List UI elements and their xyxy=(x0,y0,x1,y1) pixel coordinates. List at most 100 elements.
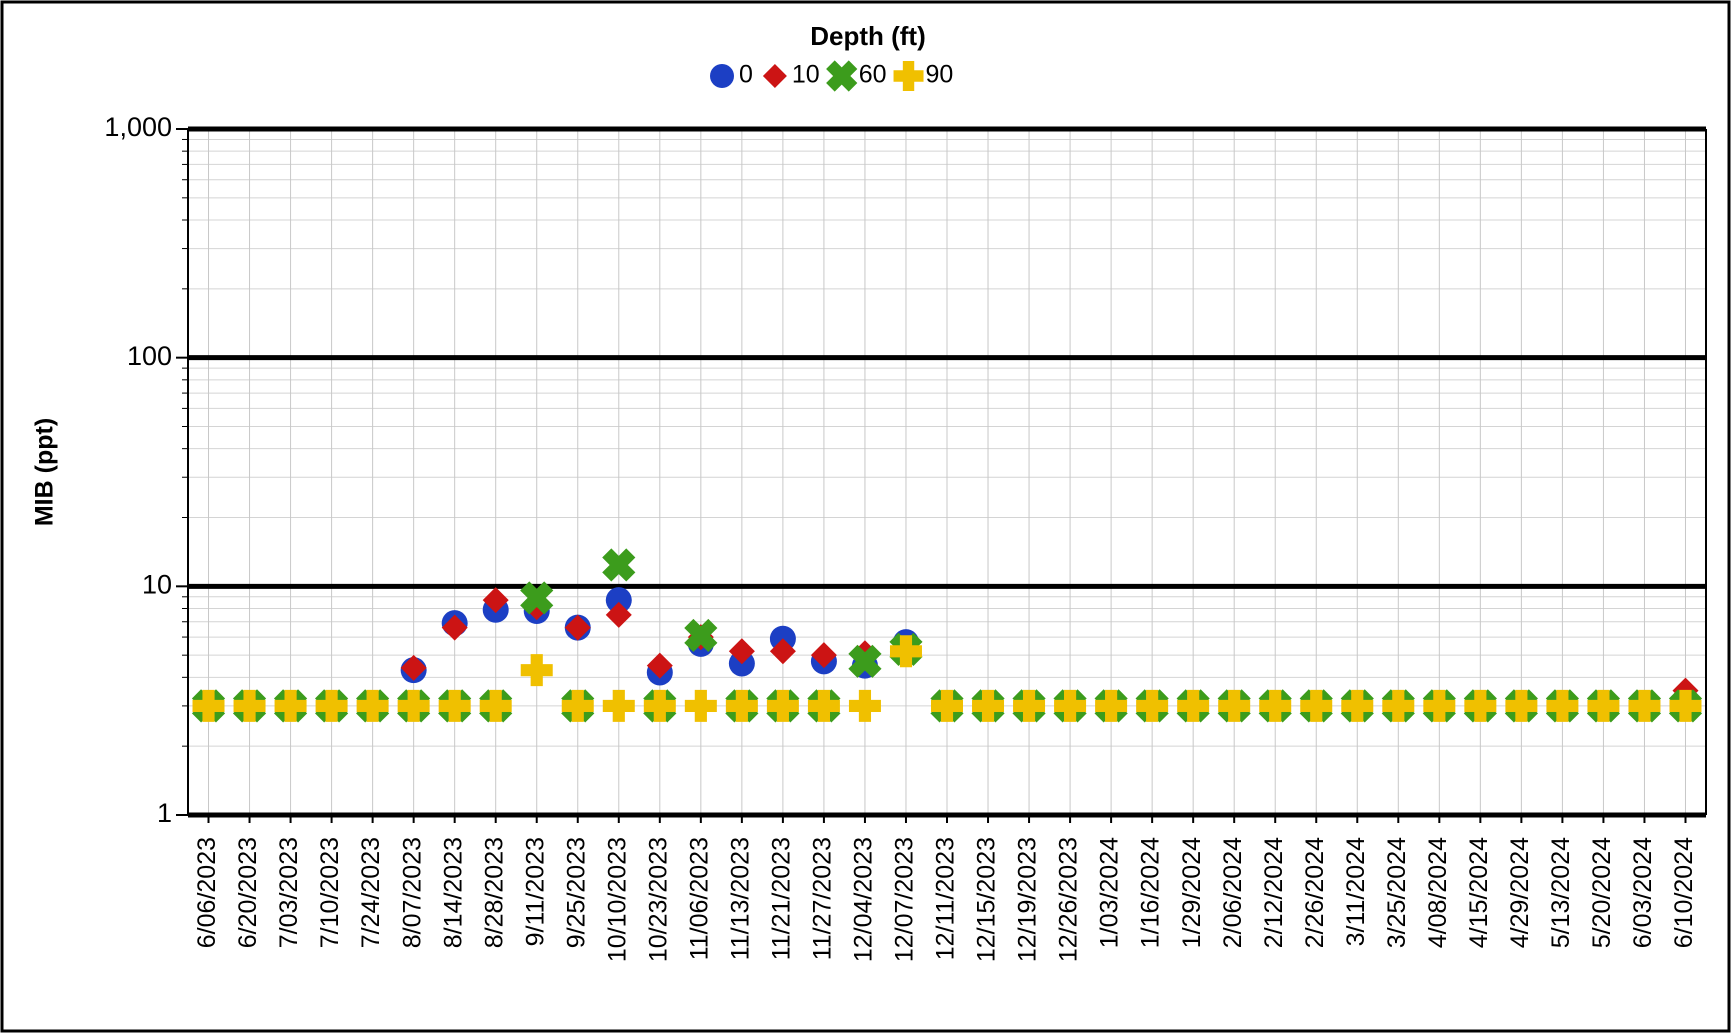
x-tick-label: 8/28/2023 xyxy=(480,837,508,948)
x-tick-label: 12/04/2023 xyxy=(850,837,878,962)
legend-title: Depth (ft) xyxy=(810,21,926,51)
x-tick-label: 8/07/2023 xyxy=(398,837,426,948)
x-tick-label: 7/24/2023 xyxy=(357,837,385,948)
marker-diamond xyxy=(605,601,632,628)
x-tick-label: 1/29/2024 xyxy=(1178,837,1206,948)
marker-plus xyxy=(315,689,348,722)
marker-plus xyxy=(397,689,430,722)
marker-plus xyxy=(1464,689,1497,722)
x-tick-label: 9/11/2023 xyxy=(521,837,549,946)
marker-x xyxy=(602,548,636,582)
x-tick-label: 6/06/2023 xyxy=(193,837,221,948)
x-tick-label: 6/03/2024 xyxy=(1629,837,1657,948)
y-tick-label: 1,000 xyxy=(104,112,172,142)
x-tick-label: 2/12/2024 xyxy=(1260,837,1288,948)
marker-diamond xyxy=(762,64,787,88)
marker-plus xyxy=(1423,689,1456,722)
marker-plus xyxy=(1628,689,1661,722)
marker-plus xyxy=(1259,689,1292,722)
x-tick-label: 11/27/2023 xyxy=(809,837,837,960)
marker-plus xyxy=(274,689,307,722)
marker-x xyxy=(684,618,718,653)
marker-plus xyxy=(725,689,758,722)
x-tick-label: 5/20/2024 xyxy=(1588,837,1616,948)
marker-plus xyxy=(893,61,924,91)
x-tick-label: 2/06/2024 xyxy=(1219,837,1247,948)
marker-plus xyxy=(1341,689,1374,722)
x-tick-label: 1/16/2024 xyxy=(1137,837,1165,948)
legend-label: 10 xyxy=(792,61,820,89)
marker-plus xyxy=(1382,689,1415,722)
x-tick-label: 1/03/2024 xyxy=(1096,837,1124,948)
x-tick-label: 6/10/2024 xyxy=(1670,837,1698,948)
y-tick-label: 1 xyxy=(157,798,172,828)
marker-circle xyxy=(605,587,632,614)
x-tick-label: 11/21/2023 xyxy=(768,837,796,960)
x-tick-label: 7/03/2023 xyxy=(275,837,303,948)
legend-label: 0 xyxy=(739,61,753,89)
x-tick-label: 12/19/2023 xyxy=(1014,837,1042,962)
marker-diamond xyxy=(482,587,509,614)
x-tick-label: 9/25/2023 xyxy=(562,837,590,948)
marker-plus xyxy=(233,689,266,722)
x-tick-label: 3/25/2024 xyxy=(1383,837,1411,948)
marker-plus xyxy=(889,635,922,668)
x-tick-label: 6/20/2023 xyxy=(234,837,262,948)
x-tick-label: 2/26/2024 xyxy=(1301,837,1329,948)
marker-plus xyxy=(520,654,553,687)
x-tick-label: 12/15/2023 xyxy=(973,837,1001,962)
x-tick-label: 12/11/2023 xyxy=(932,837,960,960)
x-tick-label: 12/07/2023 xyxy=(891,837,919,962)
marker-plus xyxy=(1136,689,1169,722)
x-tick-label: 11/13/2023 xyxy=(726,837,754,960)
marker-plus xyxy=(931,689,963,722)
marker-diamond xyxy=(400,654,427,681)
x-tick-label: 4/29/2024 xyxy=(1506,837,1534,948)
legend-label: 60 xyxy=(859,61,887,89)
marker-plus xyxy=(848,689,881,722)
marker-x xyxy=(826,60,858,92)
marker-plus xyxy=(1300,689,1333,722)
x-tick-label: 4/15/2024 xyxy=(1465,837,1493,948)
marker-diamond xyxy=(810,642,837,669)
x-tick-label: 8/14/2023 xyxy=(439,837,467,948)
marker-plus xyxy=(1505,689,1538,722)
marker-plus xyxy=(1587,689,1620,722)
marker-diamond xyxy=(646,652,673,679)
x-tick-label: 5/13/2024 xyxy=(1547,837,1575,948)
marker-plus xyxy=(438,689,471,722)
marker-plus xyxy=(356,689,389,722)
x-tick-label: 7/10/2023 xyxy=(316,837,344,948)
marker-plus xyxy=(602,689,635,722)
marker-plus xyxy=(807,689,840,722)
marker-plus xyxy=(643,689,676,722)
marker-circle xyxy=(710,64,734,88)
marker-x xyxy=(520,581,554,615)
marker-plus xyxy=(1669,689,1702,722)
x-tick-label: 11/06/2023 xyxy=(685,837,713,960)
marker-plus xyxy=(192,689,225,722)
marker-plus xyxy=(1218,689,1251,722)
x-tick-label: 3/11/2024 xyxy=(1342,837,1370,946)
x-tick-label: 12/26/2023 xyxy=(1055,837,1083,962)
marker-diamond xyxy=(441,614,468,641)
marker-x xyxy=(848,644,882,678)
marker-plus xyxy=(766,689,799,722)
marker-diamond xyxy=(728,638,755,665)
marker-plus xyxy=(1177,689,1210,722)
marker-plus xyxy=(684,689,717,722)
marker-plus xyxy=(561,689,594,722)
marker-plus xyxy=(479,689,512,722)
marker-plus xyxy=(1054,689,1087,722)
legend-label: 90 xyxy=(926,61,954,89)
y-tick-label: 100 xyxy=(127,341,172,371)
x-tick-label: 10/10/2023 xyxy=(603,837,631,962)
marker-plus xyxy=(1013,689,1046,722)
y-axis-label: MIB (ppt) xyxy=(31,418,59,526)
marker-diamond xyxy=(564,614,591,641)
x-tick-label: 4/08/2024 xyxy=(1424,837,1452,948)
y-tick-label: 10 xyxy=(142,569,172,599)
marker-diamond xyxy=(769,638,796,665)
